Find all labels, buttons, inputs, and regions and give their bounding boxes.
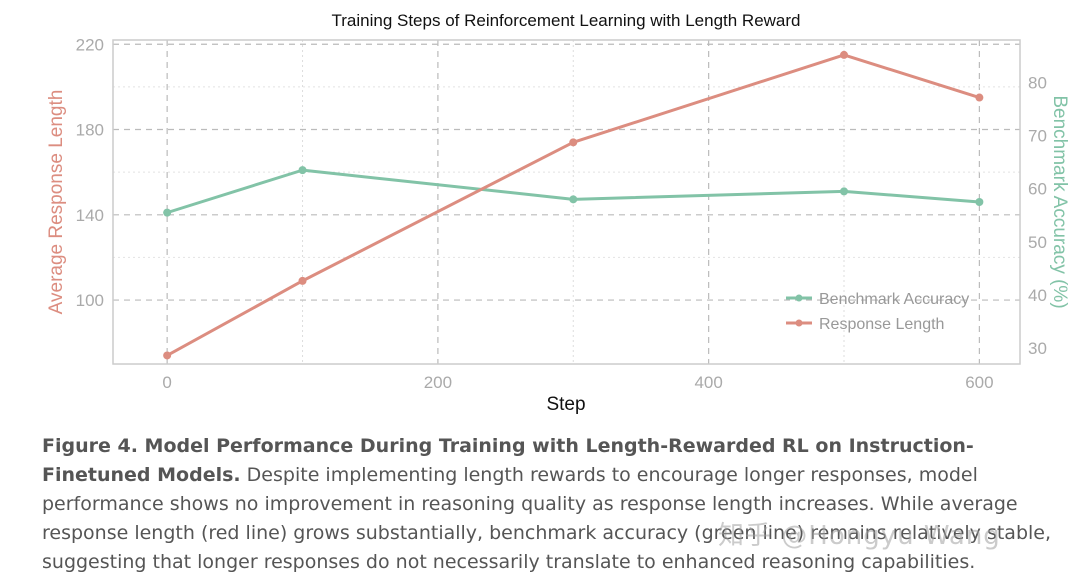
point-response-length-600: [975, 93, 984, 102]
x-tick-label-400: 400: [694, 373, 722, 392]
y-axis-right-ticks: 30 40 50 60 70 80: [1028, 73, 1047, 358]
x-tick-label-200: 200: [424, 373, 452, 392]
point-response-length-300: [569, 138, 578, 147]
y-right-tick-label-50: 50: [1028, 233, 1047, 252]
series-layer: [163, 50, 984, 360]
legend: Benchmark Accuracy Response Length: [786, 291, 969, 333]
point-response-length-100: [298, 276, 307, 285]
y-right-tick-label-60: 60: [1028, 180, 1047, 199]
caption-body: Despite implementing length rewards to e…: [42, 464, 1052, 573]
legend-label-benchmark-accuracy: Benchmark Accuracy: [819, 291, 969, 308]
point-response-length-0: [163, 351, 172, 360]
point-response-length-500: [840, 50, 849, 59]
grid: [113, 40, 1020, 364]
y-right-tick-label-70: 70: [1028, 127, 1047, 146]
legend-label-response-length: Response Length: [819, 316, 944, 333]
point-benchmark-accuracy-0: [163, 208, 172, 217]
caption-heading: Figure 4. Model Performance During Train…: [42, 435, 974, 486]
point-benchmark-accuracy-600: [975, 198, 984, 206]
x-axis-ticks: 0 200 400 600: [162, 373, 993, 392]
x-tick-label-0: 0: [162, 373, 171, 392]
y-right-tick-label-40: 40: [1028, 286, 1047, 305]
plot-frame: [112, 39, 1021, 365]
y-axis-right-label: Benchmark Accuracy (%): [1049, 95, 1070, 308]
legend-marker-response-length: [795, 319, 803, 327]
x-tick-label-600: 600: [965, 373, 993, 392]
chart: Training Steps of Reinforcement Learning…: [46, 11, 1070, 415]
y-left-tick-label-100: 100: [76, 291, 104, 310]
point-benchmark-accuracy-100: [298, 166, 307, 175]
figure-caption: Figure 4. Model Performance During Train…: [42, 432, 1062, 577]
y-right-tick-label-80: 80: [1028, 73, 1047, 92]
point-benchmark-accuracy-500: [840, 187, 849, 196]
y-axis-left-label: Average Response Length: [46, 90, 67, 315]
y-left-tick-label-140: 140: [76, 206, 104, 225]
x-axis-label: Step: [546, 394, 585, 415]
point-benchmark-accuracy-300: [569, 195, 578, 204]
y-right-tick-label-30: 30: [1028, 339, 1047, 358]
watermark: 知乎 @Hongyu Wang: [718, 521, 1001, 551]
legend-marker-benchmark-accuracy: [795, 294, 803, 302]
y-left-tick-label-180: 180: [76, 121, 104, 140]
y-axis-left-ticks: 100 140 180 220: [76, 35, 104, 310]
chart-title: Training Steps of Reinforcement Learning…: [331, 11, 800, 30]
y-left-tick-label-220: 220: [76, 35, 104, 54]
